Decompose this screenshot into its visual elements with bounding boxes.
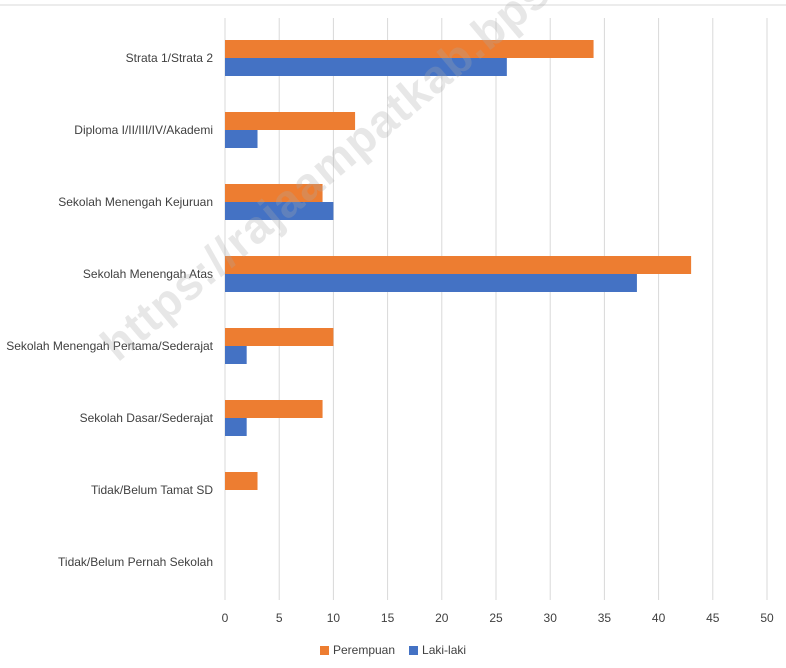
category-label: Sekolah Menengah Pertama/Sederajat: [6, 339, 213, 353]
bar-laki-laki: [225, 130, 258, 148]
bar-laki-laki: [225, 346, 247, 364]
bar-laki-laki: [225, 202, 334, 220]
bar-perempuan: [225, 472, 258, 490]
category-label: Sekolah Menengah Kejuruan: [58, 195, 213, 209]
x-tick-label: 25: [489, 611, 503, 625]
bar-laki-laki: [225, 418, 247, 436]
bar-laki-laki: [225, 274, 637, 292]
category-label: Sekolah Dasar/Sederajat: [80, 411, 214, 425]
x-tick-label: 50: [760, 611, 774, 625]
bar-perempuan: [225, 112, 356, 130]
bar-perempuan: [225, 256, 692, 274]
category-labels: Strata 1/Strata 2 Diploma I/II/III/IV/Aka…: [6, 51, 213, 569]
bar-perempuan: [225, 184, 323, 202]
legend-label-laki-laki: Laki-laki: [422, 643, 467, 657]
x-tick-label: 5: [276, 611, 283, 625]
category-label: Strata 1/Strata 2: [126, 51, 214, 65]
x-tick-label: 35: [598, 611, 612, 625]
x-tick-label: 40: [652, 611, 666, 625]
bar-laki-laki: [225, 58, 507, 76]
legend: Perempuan Laki-laki: [0, 641, 786, 659]
bar-perempuan: [225, 40, 594, 58]
category-label: Diploma I/II/III/IV/Akademi: [74, 123, 213, 137]
legend-item-laki-laki: Laki-laki: [409, 643, 466, 657]
category-label: Sekolah Menengah Atas: [83, 267, 213, 281]
x-tick-label: 20: [435, 611, 449, 625]
bars: [225, 40, 692, 490]
x-tick-label: 45: [706, 611, 720, 625]
x-tick-label: 30: [544, 611, 558, 625]
legend-swatch-perempuan: [319, 645, 329, 655]
bar-perempuan: [225, 400, 323, 418]
category-label: Tidak/Belum Tamat SD: [91, 483, 213, 497]
legend-item-perempuan: Perempuan: [319, 643, 396, 657]
x-tick-label: 15: [381, 611, 395, 625]
x-tick-label: 0: [222, 611, 229, 625]
x-tick-label: 10: [327, 611, 341, 625]
x-tick-labels: 0 5 10 15 20 25 30 35 40 45 50: [222, 611, 774, 625]
category-label: Tidak/Belum Pernah Sekolah: [58, 555, 213, 569]
legend-swatch-laki-laki: [409, 645, 419, 655]
legend-label-perempuan: Perempuan: [332, 643, 396, 657]
bar-perempuan: [225, 328, 334, 346]
gridlines: [224, 18, 768, 600]
